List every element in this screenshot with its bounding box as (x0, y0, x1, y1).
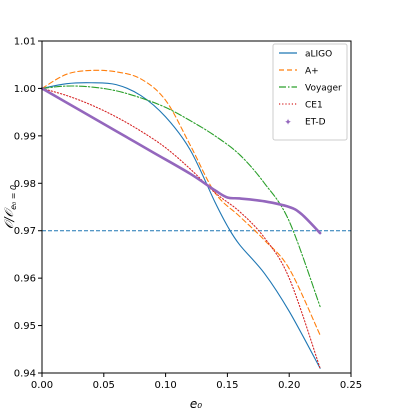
legend-marker-et-d: ✦ (284, 118, 292, 128)
y-tick-label: 1.00 (14, 84, 36, 95)
series-line-ce1 (41, 87, 321, 369)
series-line-aligo (41, 82, 321, 369)
y-tick-label: 1.01 (14, 37, 36, 48)
x-tick-label: 0.00 (31, 380, 53, 391)
y-axis-label: 𝒪/𝒪e₀ = 0 (2, 185, 18, 229)
series-line-voyager (41, 85, 321, 308)
y-axis-label-subscript: e₀ = 0 (9, 185, 18, 210)
y-tick-label: 0.94 (14, 369, 36, 380)
x-tick-label: 0.10 (154, 380, 176, 391)
y-tick-label: 0.97 (14, 226, 36, 237)
y-tick-label: 0.96 (14, 274, 36, 285)
legend-label: ET-D (305, 118, 326, 128)
legend-box (272, 43, 348, 141)
legend-label: aLIGO (305, 50, 332, 60)
series-line-et-d (40, 87, 322, 235)
legend-label: Voyager (305, 84, 342, 94)
legend-label: CE1 (305, 101, 323, 111)
legend-label: A+ (305, 67, 319, 77)
legend: aLIGO A+ Voyager CE1 ✦ ET-D (272, 43, 348, 141)
x-tick-label: 0.15 (216, 380, 238, 391)
x-axis-label: e₀ (190, 397, 202, 411)
y-tick-label: 0.98 (14, 179, 36, 190)
series-line-a- (41, 69, 321, 336)
y-tick-label: 0.99 (14, 131, 36, 142)
x-tick-label: 0.25 (340, 380, 362, 391)
x-tick-label: 0.20 (278, 380, 300, 391)
x-tick-label: 0.05 (93, 380, 115, 391)
y-tick-label: 0.95 (14, 321, 36, 332)
y-axis-label-main: 𝒪/𝒪 (2, 206, 16, 229)
plot-area-frame (41, 40, 352, 374)
